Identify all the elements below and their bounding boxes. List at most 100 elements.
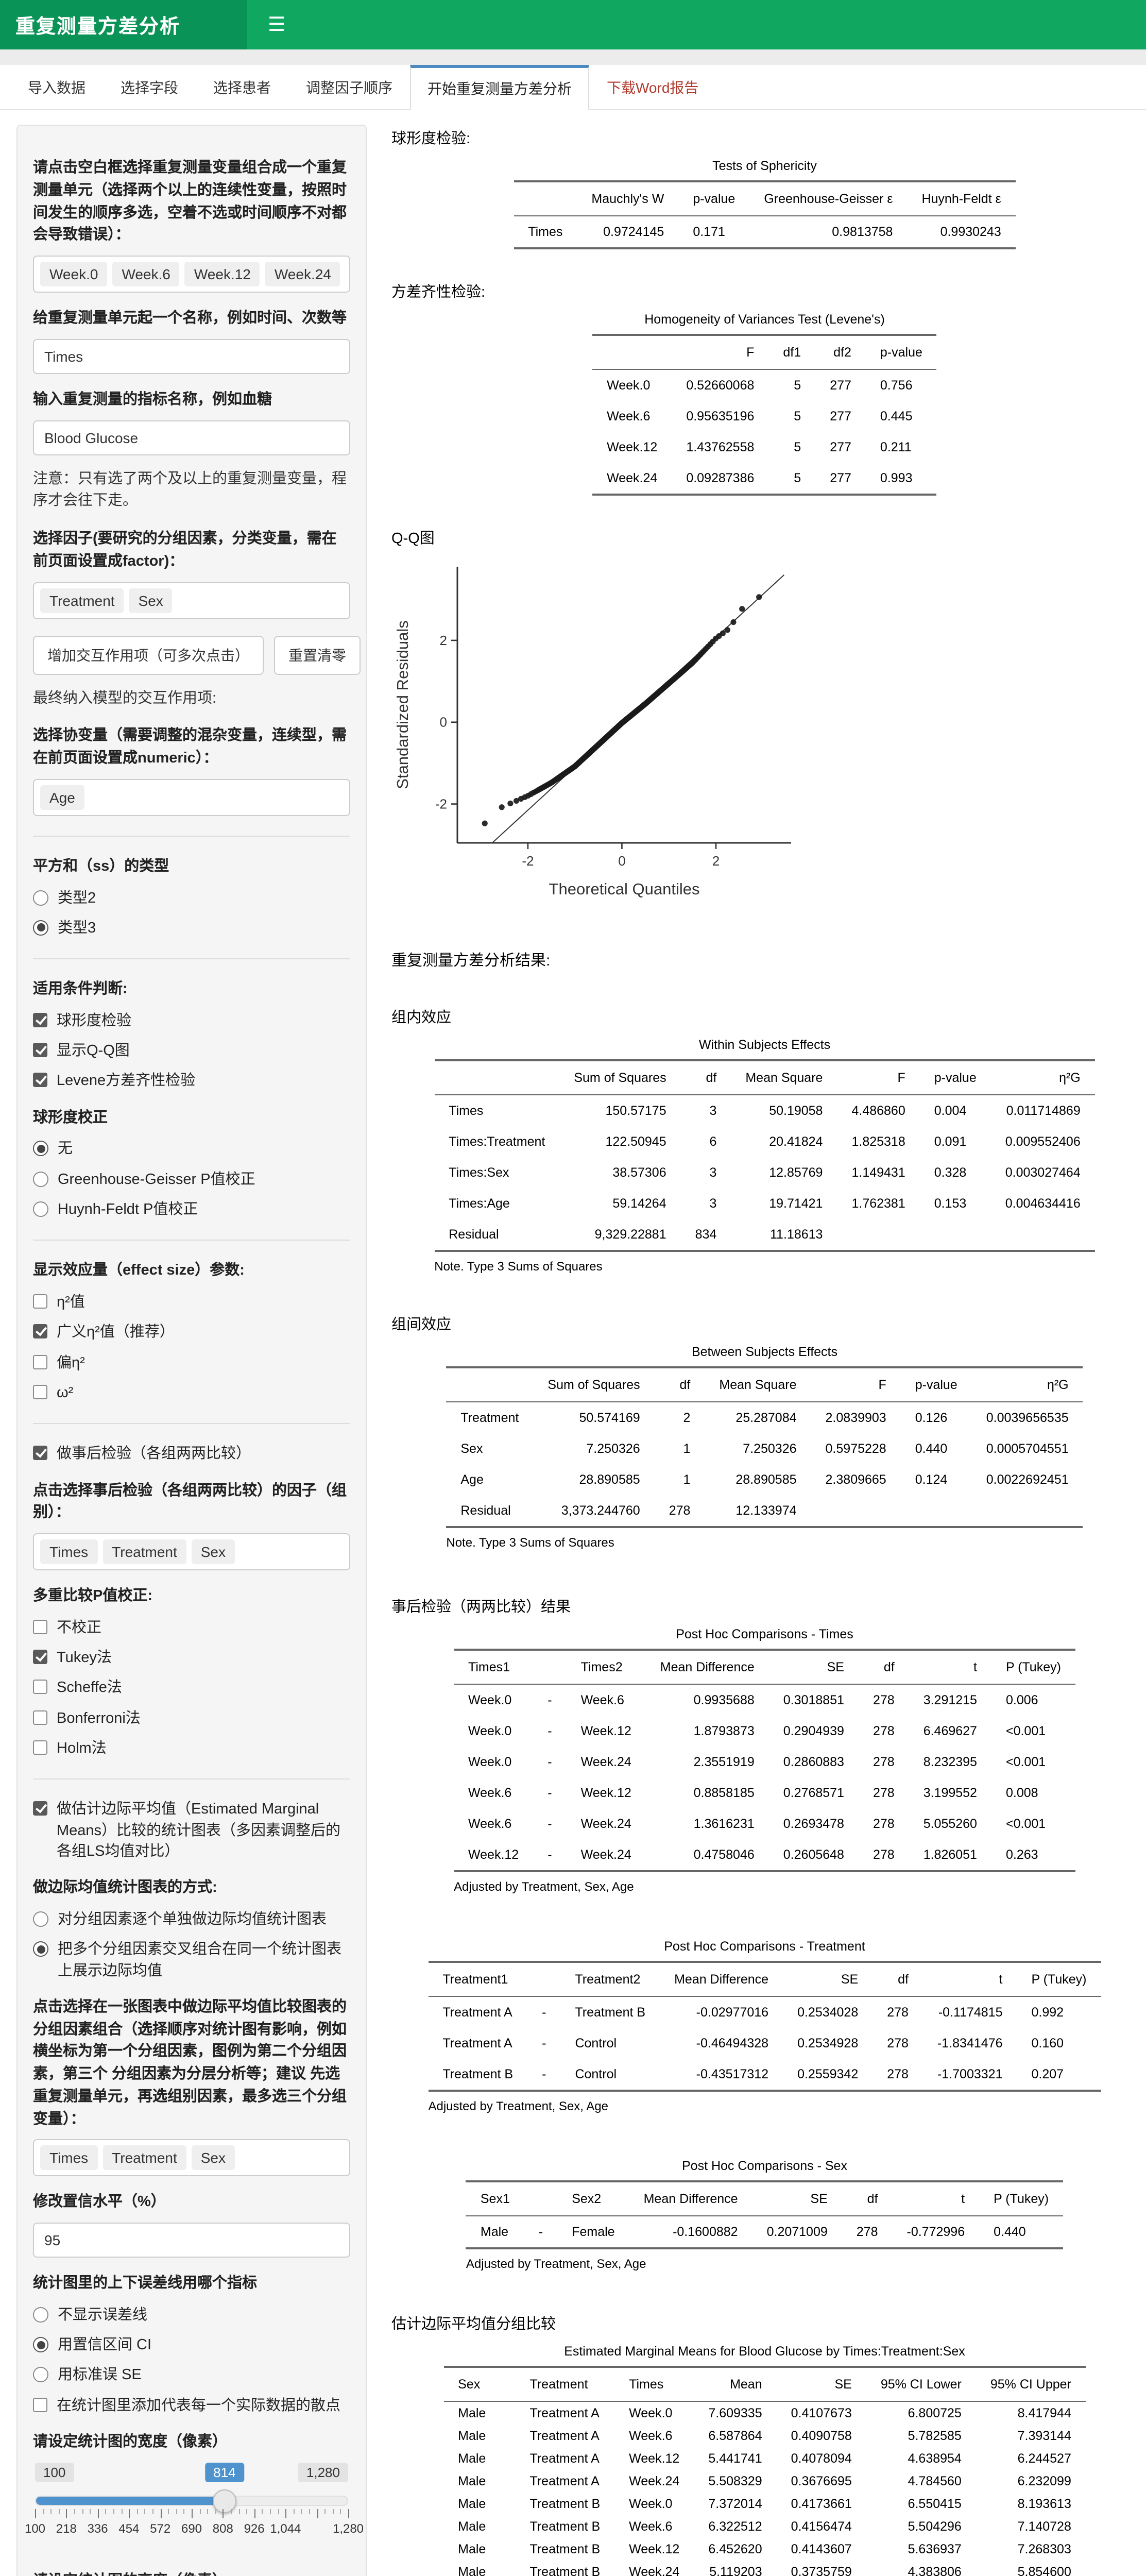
- chip[interactable]: Sex: [191, 2145, 235, 2171]
- radio-checked[interactable]: [33, 920, 48, 936]
- checkbox-unchecked[interactable]: [33, 1619, 47, 1634]
- checkbox-checked[interactable]: [33, 1446, 47, 1461]
- chip[interactable]: Week.0: [40, 262, 108, 286]
- table-cell: Week.6: [629, 2519, 673, 2534]
- table-cell: Treatment: [460, 1411, 519, 1425]
- table-cell: 0.091: [934, 1134, 967, 1149]
- tab-select-fields[interactable]: 选择字段: [121, 79, 178, 96]
- p-adjust-option[interactable]: Tukey法: [33, 1648, 350, 1669]
- radio-unchecked[interactable]: [33, 1911, 48, 1927]
- column-header: Mean Difference: [645, 1650, 769, 1685]
- chip[interactable]: Treatment: [40, 588, 124, 613]
- checkbox-unchecked[interactable]: [33, 1385, 47, 1400]
- checkbox-checked[interactable]: [33, 1324, 47, 1339]
- chip[interactable]: Sex: [191, 1539, 235, 1565]
- slider-handle[interactable]: [212, 2489, 236, 2513]
- factor-input[interactable]: Treatment Sex: [33, 582, 350, 619]
- table-cell: 0.440: [915, 1442, 948, 1456]
- p-adjust-option[interactable]: Scheffe法: [33, 1678, 350, 1699]
- posthoc-factors[interactable]: Times Treatment Sex: [33, 1533, 350, 1571]
- checkbox-checked[interactable]: [33, 1650, 47, 1665]
- table-cell: 5.441741: [708, 2451, 762, 2466]
- assumption-checks-option[interactable]: Levene方差齐性检验: [33, 1071, 350, 1092]
- emm-enable-option[interactable]: 做估计边际平均值（Estimated Marginal Means）比较的统计图…: [33, 1800, 350, 1862]
- chip[interactable]: Times: [40, 2145, 98, 2171]
- chip[interactable]: Week.24: [265, 262, 340, 286]
- chip[interactable]: Age: [40, 785, 84, 810]
- conf-level-input[interactable]: [33, 2223, 350, 2258]
- tick-minor: [340, 2509, 341, 2514]
- errorbar-type-option[interactable]: 用置信区间 CI: [33, 2335, 350, 2356]
- p-adjust-option[interactable]: Holm法: [33, 1738, 350, 1759]
- effect-size-option[interactable]: η²值: [33, 1292, 350, 1313]
- add-points-option[interactable]: 在统计图里添加代表每一个实际数据的散点: [33, 2396, 350, 2417]
- p-adjust-option[interactable]: Bonferroni法: [33, 1708, 350, 1730]
- effect-size-option[interactable]: 广义η²值（推荐）: [33, 1323, 350, 1344]
- emm-mode-option[interactable]: 对分组因素逐个单独做边际均值统计图表: [33, 1909, 350, 1930]
- table-cell: 0.4173661: [791, 2497, 852, 2511]
- chip[interactable]: Week.6: [112, 262, 180, 286]
- ss-type-option[interactable]: 类型3: [33, 918, 350, 939]
- p-adjust-option[interactable]: 不校正: [33, 1618, 350, 1639]
- tab-adjust-factor-order[interactable]: 调整因子顺序: [306, 79, 392, 96]
- errorbar-type-option[interactable]: 用标准误 SE: [33, 2365, 350, 2386]
- effect-size-option[interactable]: 偏η²: [33, 1352, 350, 1374]
- covariate-input[interactable]: Age: [33, 778, 350, 816]
- checkbox-unchecked[interactable]: [33, 1740, 47, 1755]
- checkbox-unchecked[interactable]: [33, 1710, 47, 1725]
- sphericity-correction-option[interactable]: Huynh-Feldt P值校正: [33, 1199, 350, 1221]
- tab-select-patients[interactable]: 选择患者: [213, 79, 271, 96]
- chip[interactable]: Week.12: [184, 262, 260, 286]
- emm-mode-option[interactable]: 把多个分组因素交叉组合在同一个统计图表上展示边际均值: [33, 1940, 350, 1981]
- slider-track[interactable]: [35, 2489, 348, 2513]
- tab-run-rm-anova[interactable]: 开始重复测量方差分析: [410, 65, 589, 110]
- ss-type-option[interactable]: 类型2: [33, 888, 350, 909]
- table-cell: -: [548, 1848, 552, 1862]
- chip[interactable]: Treatment: [102, 1539, 186, 1565]
- measure-name-input[interactable]: [33, 420, 350, 455]
- column-header: [533, 1650, 567, 1685]
- emm-factors[interactable]: Times Treatment Sex: [33, 2139, 350, 2177]
- add-interaction-button[interactable]: 增加交互作用项（可多次点击）: [33, 635, 264, 674]
- checkbox-checked[interactable]: [33, 1012, 47, 1027]
- effect-size-option[interactable]: ω²: [33, 1383, 350, 1404]
- reset-button[interactable]: 重置清零: [274, 635, 361, 674]
- sidebar-label: 适用条件判断:: [33, 981, 128, 998]
- errorbar-type-option[interactable]: 不显示误差线: [33, 2305, 350, 2326]
- plot-width-slider[interactable]: 100 814 1,280 100 218 336 454 572 690 808 926 1,044…: [25, 2462, 364, 2540]
- radio-unchecked[interactable]: [33, 2367, 48, 2383]
- checkbox-unchecked[interactable]: [33, 1680, 47, 1694]
- assumption-checks-option[interactable]: 显示Q-Q图: [33, 1041, 350, 1062]
- table-cell: -: [548, 1755, 552, 1769]
- table-row: Week.6 - Week.12 0.8858185 0.2768571 278 3.199…: [454, 1777, 1075, 1808]
- tab-import-data[interactable]: 导入数据: [28, 79, 85, 96]
- table-cell: 0.95635196: [686, 409, 755, 423]
- sphericity-correction-option[interactable]: Greenhouse-Geisser P值校正: [33, 1170, 350, 1191]
- checkbox-unchecked[interactable]: [33, 1294, 47, 1309]
- posthoc-enable-option[interactable]: 做事后检验（各组两两比较）: [33, 1444, 350, 1465]
- table-cell: 9,329.22881: [594, 1227, 666, 1242]
- sphericity-correction-option[interactable]: 无: [33, 1139, 350, 1160]
- checkbox-checked[interactable]: [33, 1801, 47, 1816]
- chip[interactable]: Treatment: [102, 2145, 186, 2171]
- checkbox-unchecked[interactable]: [33, 1354, 47, 1369]
- radio-checked[interactable]: [33, 1941, 48, 1957]
- radio-unchecked[interactable]: [33, 1171, 48, 1187]
- checkbox-checked[interactable]: [33, 1043, 47, 1058]
- radio-unchecked[interactable]: [33, 2307, 48, 2323]
- radio-checked[interactable]: [33, 1141, 48, 1157]
- hamburger-icon[interactable]: ☰: [268, 14, 286, 36]
- chip[interactable]: Times: [40, 1539, 98, 1565]
- chip[interactable]: Sex: [129, 588, 173, 613]
- radio-unchecked[interactable]: [33, 890, 48, 905]
- tab-download-word-report[interactable]: 下载Word报告: [607, 79, 699, 96]
- checkbox-checked[interactable]: [33, 1073, 47, 1088]
- repeated-measures-input[interactable]: Week.0 Week.6 Week.12 Week.24: [33, 256, 350, 293]
- assumption-checks-option[interactable]: 球形度检验: [33, 1011, 350, 1032]
- unit-name-input[interactable]: [33, 338, 350, 374]
- radio-unchecked[interactable]: [33, 1201, 48, 1217]
- radio-checked[interactable]: [33, 2337, 48, 2353]
- checkbox-unchecked[interactable]: [33, 2397, 47, 2412]
- sidebar-label: 球形度校正: [33, 1109, 108, 1126]
